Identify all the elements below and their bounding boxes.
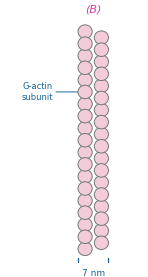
Circle shape <box>78 85 92 99</box>
Circle shape <box>94 224 108 237</box>
Circle shape <box>94 152 108 165</box>
Circle shape <box>94 200 108 213</box>
Circle shape <box>94 140 108 153</box>
Circle shape <box>94 188 108 201</box>
Circle shape <box>78 97 92 111</box>
Circle shape <box>78 121 92 135</box>
Circle shape <box>94 212 108 225</box>
Circle shape <box>78 73 92 87</box>
Circle shape <box>94 67 108 81</box>
Circle shape <box>78 206 92 219</box>
Circle shape <box>78 242 92 256</box>
Circle shape <box>94 31 108 44</box>
Circle shape <box>78 230 92 243</box>
Circle shape <box>78 25 92 38</box>
Circle shape <box>94 55 108 68</box>
Circle shape <box>78 109 92 123</box>
Circle shape <box>94 103 108 117</box>
Text: (B): (B) <box>85 5 101 15</box>
Circle shape <box>78 49 92 63</box>
Circle shape <box>78 218 92 232</box>
Circle shape <box>78 182 92 195</box>
Circle shape <box>94 127 108 141</box>
Text: 7 nm: 7 nm <box>82 269 105 277</box>
Circle shape <box>94 164 108 177</box>
Circle shape <box>78 37 92 50</box>
Circle shape <box>78 61 92 75</box>
Circle shape <box>94 43 108 57</box>
Circle shape <box>78 170 92 183</box>
Circle shape <box>94 115 108 129</box>
Text: G-actin
subunit: G-actin subunit <box>22 82 83 102</box>
Circle shape <box>78 194 92 207</box>
Circle shape <box>94 91 108 105</box>
Circle shape <box>94 79 108 93</box>
Circle shape <box>94 236 108 250</box>
Circle shape <box>78 134 92 147</box>
Circle shape <box>78 158 92 171</box>
Circle shape <box>94 176 108 189</box>
Circle shape <box>78 145 92 159</box>
